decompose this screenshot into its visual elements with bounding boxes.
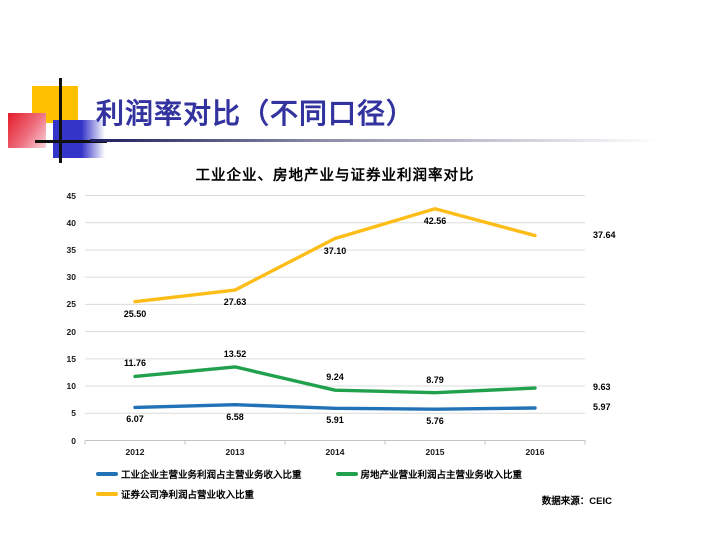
x-axis-label: 2013 [225,447,245,457]
data-label: 27.63 [223,297,247,308]
legend-marker-industrial-icon [96,472,118,476]
legend-item-securities: 证券公司净利润占营业收入比重 [96,487,254,501]
data-label: 37.10 [323,245,347,256]
title-divider [90,139,660,142]
x-axis-label: 2015 [425,447,445,457]
legend-marker-realestate-icon [335,472,358,476]
data-label: 13.52 [223,348,247,359]
data-label: 9.63 [593,382,611,393]
legend-label-securities: 证券公司净利润占营业收入比重 [121,490,255,501]
legend-item-realestate: 房地产业营业利润占主营业务收入比重 [335,467,523,481]
data-source-note: 数据来源：CEIC [541,496,612,507]
legend-marker-securities-icon [96,492,118,496]
data-label: 9.24 [326,372,344,383]
y-axis-label: 40 [66,217,76,228]
data-label: 6.58 [226,411,244,422]
legend-row-1: 工业企业主营业务利润占主营业务收入比重 房地产业营业利润占主营业务收入比重 [96,464,522,484]
y-axis-label: 35 [66,244,76,255]
y-axis-label: 25 [66,299,76,310]
data-label: 5.97 [593,401,611,412]
data-label: 25.50 [123,308,147,319]
chart-title: 工业企业、房地产业与证券业利润率对比 [195,168,475,184]
slide-title: 利润率对比（不同口径） [96,99,416,130]
data-label: 8.79 [426,374,444,385]
x-axis-label: 2014 [325,447,345,457]
chart-legend: 工业企业主营业务利润占主营业务收入比重 房地产业营业利润占主营业务收入比重 证券… [96,464,522,504]
y-axis-label: 15 [66,353,76,364]
data-label: 11.76 [123,358,147,369]
x-axis-label: 2016 [525,447,545,457]
data-label: 5.91 [326,415,344,426]
data-label: 37.64 [593,229,616,240]
data-label: 6.07 [126,414,144,425]
legend-row-2: 证券公司净利润占营业收入比重 [96,484,522,504]
y-axis-label: 5 [71,408,76,419]
x-axis-label: 2012 [125,447,145,457]
y-axis-label: 0 [71,435,76,446]
legend-label-realestate: 房地产业营业利润占主营业务收入比重 [360,470,523,481]
legend-label-industrial: 工业企业主营业务利润占主营业务收入比重 [121,470,302,481]
y-axis-label: 45 [66,190,76,201]
y-axis-label: 10 [66,381,76,392]
data-label: 5.76 [426,416,444,427]
decoration-vertical-line [59,78,62,163]
y-axis-label: 20 [66,326,76,337]
legend-item-industrial: 工业企业主营业务利润占主营业务收入比重 [96,467,302,481]
decoration-horizontal-line [35,140,107,143]
data-label: 42.56 [423,215,447,226]
y-axis-label: 30 [66,272,76,283]
